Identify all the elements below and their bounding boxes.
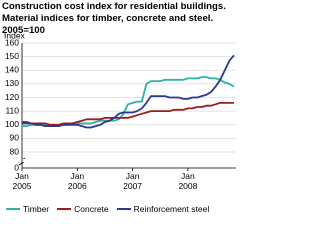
legend-label: Reinforcement steel	[133, 204, 210, 214]
series-line	[22, 54, 235, 129]
y-tick-label: 100	[5, 119, 19, 129]
legend-label: Concrete	[74, 204, 109, 214]
y-tick-label: 80	[10, 146, 20, 156]
y-tick-label: 0	[14, 162, 19, 172]
y-tick-label: 110	[5, 105, 19, 115]
x-tick-label: Jan 2007	[123, 171, 143, 191]
chart-title: Construction cost index for residential …	[2, 1, 226, 36]
chart: Construction cost index for residential …	[2, 1, 242, 214]
x-tick-label: Jan 2006	[67, 171, 87, 191]
legend-swatch	[6, 208, 20, 210]
y-tick-label: 90	[10, 133, 20, 143]
x-tick-label: Jan 2008	[178, 171, 198, 191]
plot: Index 0 80 90 100 110 120 130 140 150 160	[4, 30, 239, 173]
series-line	[22, 102, 234, 126]
x-tick-label: Jan 2005	[12, 171, 32, 191]
legend-label: Timber	[23, 204, 50, 214]
y-tick-label: 130	[5, 78, 19, 88]
y-axis-label: Index	[4, 30, 26, 40]
y-tick-label: 150	[5, 51, 19, 61]
y-tick-label: 160	[5, 37, 19, 47]
y-tick-label: 140	[5, 65, 19, 75]
legend-swatch	[116, 208, 131, 210]
legend-item: Reinforcement steel	[116, 204, 210, 214]
legend-item: Timber	[6, 204, 49, 214]
y-tick-label: 120	[5, 92, 19, 102]
legend-item: Concrete	[57, 204, 109, 214]
legend-swatch	[57, 208, 72, 210]
axis-break-gap	[19, 159, 239, 162]
legend: Timber Concrete Reinforcement steel	[6, 204, 242, 214]
